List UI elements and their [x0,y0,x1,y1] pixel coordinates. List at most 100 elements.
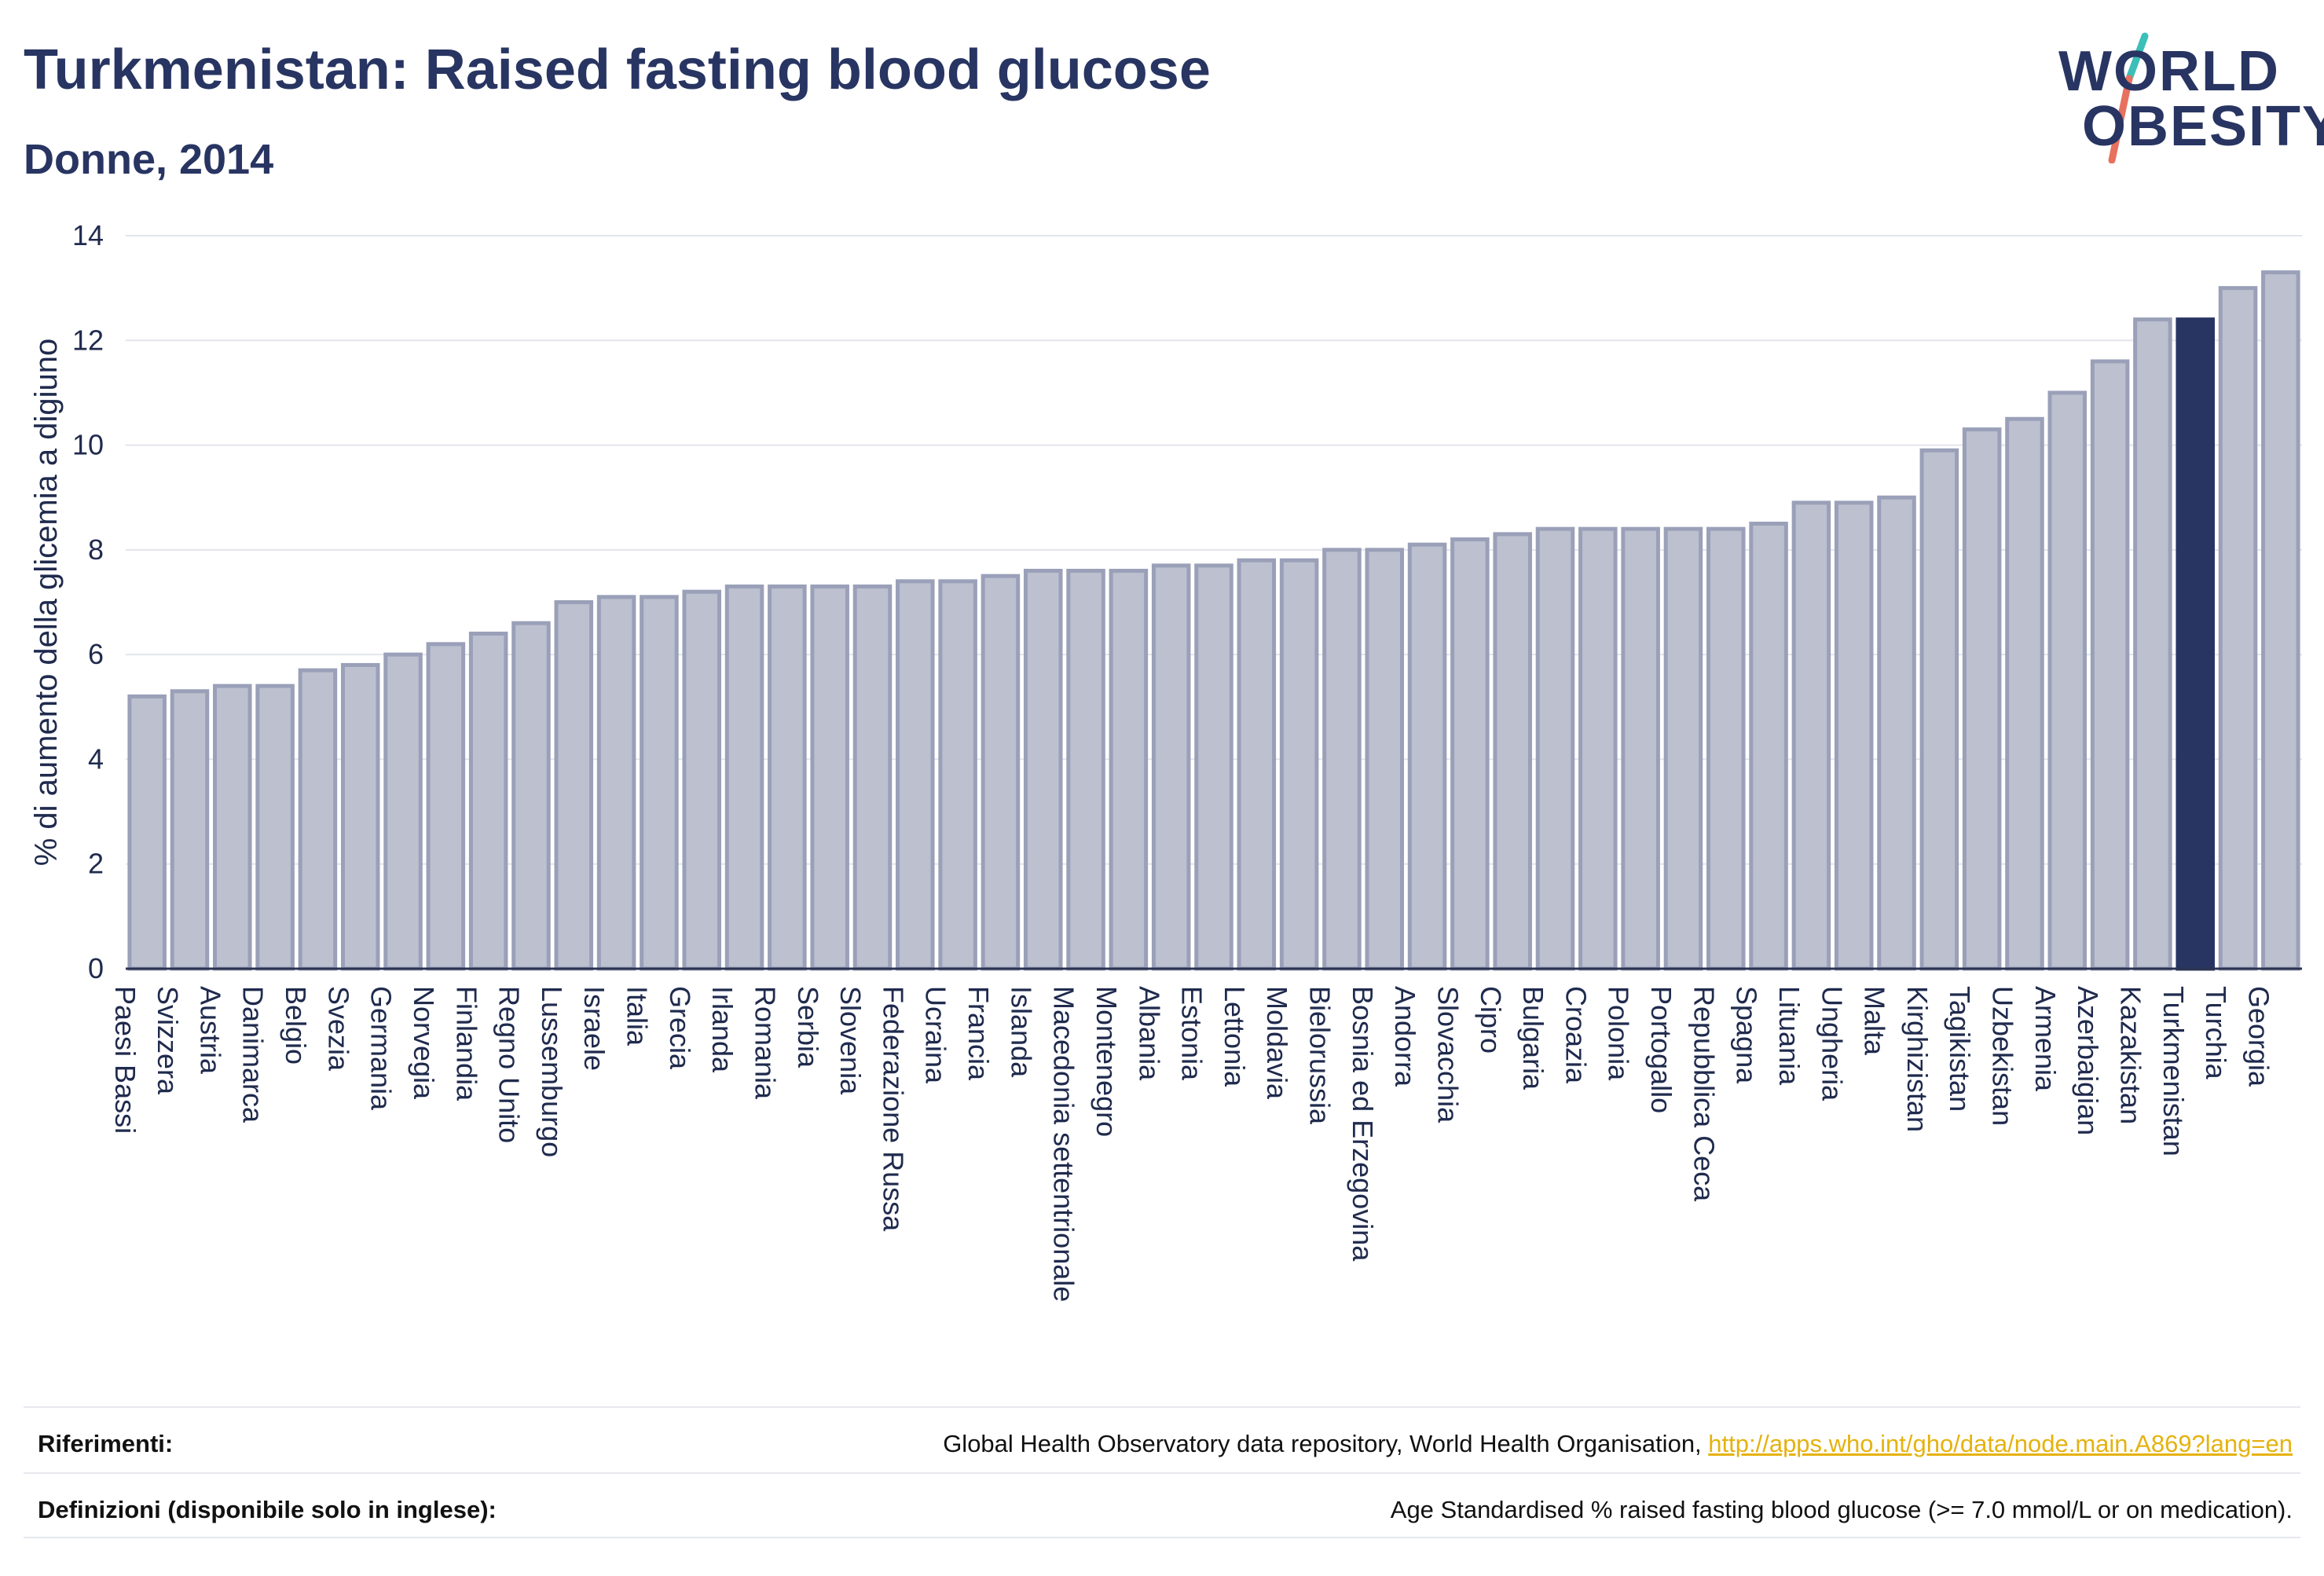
world-obesity-logo[interactable]: WORLD OBESITY [2051,22,2324,163]
bar[interactable] [426,642,466,971]
bar[interactable] [1279,558,1319,971]
bar[interactable] [1621,526,1660,971]
x-tick-label: Bosnia ed Erzegovina [1347,986,1379,1262]
bar[interactable] [1962,427,2002,971]
bar[interactable] [938,579,977,971]
x-tick-label: Italia [621,986,654,1046]
bar[interactable] [1706,526,1746,971]
x-tick-label: Turchia [2200,986,2232,1080]
x-tick-label: Francia [962,986,995,1081]
bar[interactable] [1109,569,1149,971]
bar[interactable] [896,579,935,971]
y-tick-label: 12 [72,324,104,356]
x-tick-label: Ungheria [1816,986,1848,1101]
y-tick-label: 6 [88,638,104,670]
chart-title: Turkmenistan: Raised fasting blood gluco… [24,38,1211,101]
x-tick-label: Slovenia [834,986,867,1095]
bar[interactable] [298,668,338,971]
x-tick-label: Lituania [1773,986,1805,1086]
bar[interactable] [1450,537,1490,971]
bar[interactable] [1365,548,1405,971]
x-tick-label: Slovacchia [1431,986,1464,1123]
bar[interactable] [1749,522,1788,971]
x-tick-label: Israele [578,986,610,1071]
bar[interactable] [1151,563,1191,971]
bar[interactable] [2218,286,2258,971]
bar[interactable] [170,689,210,971]
bar[interactable] [468,631,508,971]
bar[interactable] [1493,532,1532,971]
references-link[interactable]: http://apps.who.int/gho/data/node.main.A… [1708,1430,2293,1457]
x-tick-label: Lussemburgo [536,986,568,1157]
x-tick-label: Germania [365,986,398,1111]
x-tick-label: Cipro [1475,986,1507,1054]
x-tick-label: Estonia [1176,986,1208,1081]
bar[interactable] [682,589,722,971]
bar[interactable] [810,585,849,971]
x-tick-label: Polonia [1603,986,1635,1081]
x-tick-label: Svizzera [152,986,184,1095]
y-tick-label: 10 [72,429,104,461]
bar[interactable] [511,621,551,971]
y-tick-label: 0 [88,952,104,984]
bar[interactable] [2090,359,2130,971]
bar[interactable] [1919,448,1959,971]
bar[interactable] [981,574,1021,971]
bar[interactable] [1834,500,1874,971]
bar[interactable] [1407,542,1447,971]
bar[interactable] [1791,500,1831,971]
bar[interactable] [1322,548,1362,971]
x-tick-label: Moldavia [1261,986,1293,1100]
bar[interactable] [213,684,252,971]
bar[interactable] [1066,569,1105,971]
x-tick-label: Belgio [280,986,312,1065]
bar[interactable] [554,600,594,971]
x-tick-label: Grecia [664,986,696,1070]
bar[interactable] [1663,526,1703,971]
references-text: Global Health Observatory data repositor… [943,1430,2293,1458]
x-tick-label: Georgia [2242,986,2275,1087]
bar[interactable] [2047,390,2088,971]
references-label: Riferimenti: [38,1430,174,1457]
logo-slash-icon [2108,32,2149,163]
x-tick-label: Andorra [1389,986,1421,1087]
bar[interactable] [1535,526,1575,971]
x-tick-label: Spagna [1731,986,1763,1084]
x-tick-label: Portogallo [1645,986,1677,1113]
bar[interactable] [2005,416,2044,971]
bar[interactable] [596,595,636,971]
x-tick-label: Ucraina [920,986,952,1084]
x-tick-label: Norvegia [408,986,440,1100]
x-tick-label: Lettonia [1219,986,1251,1087]
bar-chart: 0 2 4 6 8 10 12 14 Paesi Bassi Svizzera Austria Da… [29,219,2302,1302]
bar[interactable] [340,662,380,971]
x-tick-label: Finlandia [450,986,482,1101]
bar[interactable] [2261,270,2300,971]
bar[interactable] [383,652,423,971]
x-tick-label: Svezia [322,986,354,1072]
y-axis-label: % di aumento della glicemia a digiuno [29,339,64,867]
bar[interactable] [768,585,807,971]
bar[interactable] [1023,569,1063,971]
bar[interactable] [255,684,295,971]
footer-divider-middle [24,1472,2300,1474]
bar[interactable] [127,694,167,971]
x-tick-label: Paesi Bassi [109,986,141,1134]
bar[interactable] [1237,558,1277,971]
footer-divider-top [24,1406,2300,1408]
bar[interactable] [1194,563,1233,971]
x-tick-label: Bulgaria [1517,986,1549,1090]
bar[interactable] [724,585,764,971]
x-tick-label: Azerbaigian [2072,986,2104,1135]
bar-highlight[interactable] [2176,317,2215,971]
x-tick-label: Repubblica Ceca [1688,986,1720,1202]
x-tick-label: Regno Unito [493,986,526,1143]
bar[interactable] [640,595,679,971]
x-tick-label: Tagikistan [1944,986,1976,1112]
bar[interactable] [2133,317,2172,971]
x-tick-label: Uzbekistan [1987,986,2019,1126]
definitions-text: Age Standardised % raised fasting blood … [1390,1496,2293,1523]
bar[interactable] [1877,495,1916,971]
bar[interactable] [852,585,893,971]
bar[interactable] [1578,526,1618,971]
